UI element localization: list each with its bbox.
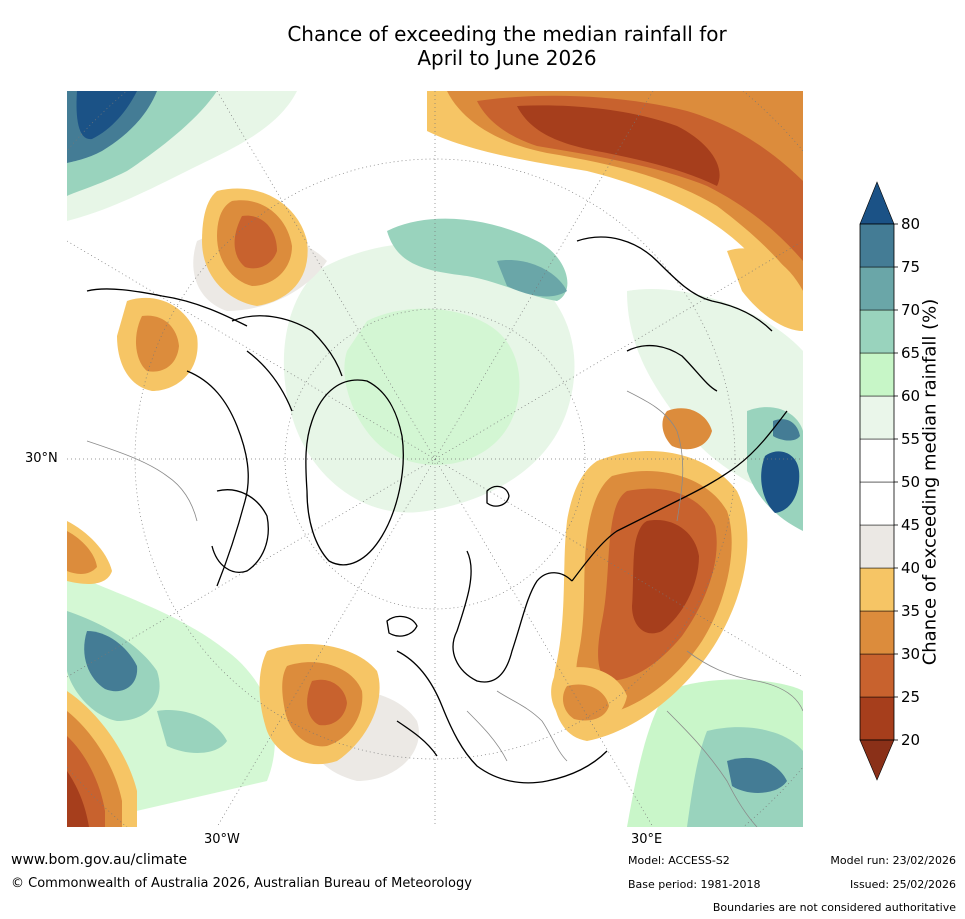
region-orange-se-blob: [562, 684, 609, 721]
graticule-circle-60: [284, 308, 586, 610]
footer-issued: Issued: 25/02/2026: [849, 878, 956, 891]
region-blue-sw: [84, 631, 138, 692]
coastline-europe: [396, 650, 608, 784]
region-orange-sw: [67, 531, 97, 574]
colorbar-segment: [859, 481, 895, 526]
coastline-alaska: [86, 288, 248, 327]
footer-base-period: Base period: 1981-2018: [628, 878, 761, 891]
colorbar-segment: [859, 223, 895, 268]
boundary-asia-2: [666, 710, 758, 827]
graticule-meridian-a: [216, 91, 654, 827]
region-darkbrown-north-band: [517, 105, 720, 186]
footer-website: www.bom.gov.au/climate: [11, 852, 188, 868]
colorbar-tick-label: 70: [901, 301, 920, 319]
colorbar-segment: [859, 653, 895, 698]
graticule: [67, 91, 803, 827]
colorbar-tick-label: 80: [901, 215, 920, 233]
latitude-label-30n: 30°N: [25, 451, 58, 466]
footer-model: Model: ACCESS-S2: [628, 854, 730, 867]
region-teal-sw2: [157, 710, 227, 753]
colorbar-tick-label: 20: [901, 731, 920, 749]
colorbar-over-arrow: [859, 181, 895, 225]
colorbar-tick-label: 40: [901, 559, 920, 577]
map-title-line1: Chance of exceeding the median rainfall …: [287, 22, 727, 46]
coastline-hudson: [211, 489, 269, 573]
colorbar-tick-label: 65: [901, 344, 920, 362]
region-orange-w: [135, 315, 179, 372]
graticule-meridian-b: [216, 91, 654, 827]
map-title: Chance of exceeding the median rainfall …: [0, 22, 965, 70]
colorbar-segment: [859, 266, 895, 311]
colorbar: 20 25 30 35 40 45 50 55 60 65 70 75 80: [859, 181, 920, 781]
colorbar-tick-label: 45: [901, 516, 920, 534]
colorbar-tick-label: 55: [901, 430, 920, 448]
coastline-russia-arctic: [571, 344, 788, 582]
region-green-center: [344, 308, 520, 465]
colorbar-tick-label: 60: [901, 387, 920, 405]
footer-copyright: © Commonwealth of Australia 2026, Austra…: [11, 876, 472, 891]
colorbar-segment: [859, 524, 895, 569]
map-title-line2: April to June 2026: [417, 46, 597, 70]
colorbar-segment: [859, 438, 895, 483]
coastline-iceland: [386, 615, 418, 637]
coastline-svalbard: [486, 485, 510, 507]
boundary-russia: [626, 390, 684, 522]
region-brown-s-blob: [307, 679, 347, 726]
region-brown-nw-blob: [234, 215, 277, 269]
region-blue-east: [773, 419, 800, 441]
footer-model-run: Model run: 23/02/2026: [830, 854, 956, 867]
graticule-meridian-c: [67, 240, 803, 678]
coastline-canada-arctic: [186, 315, 343, 587]
region-blue-arctic: [497, 260, 567, 297]
rainfall-outlook-map[interactable]: [67, 91, 803, 827]
colorbar-segment: [859, 567, 895, 612]
coastline-scandinavia: [452, 550, 573, 683]
colorbar-segment: [859, 610, 895, 655]
coastline-siberia: [576, 236, 773, 332]
region-darkbrown-sw-corner: [67, 771, 89, 827]
colorbar-tick-label: 75: [901, 258, 920, 276]
colorbar-tick-label: 35: [901, 602, 920, 620]
coastlines: [86, 236, 788, 784]
boundary-asia-1: [686, 650, 803, 712]
colorbar-under-arrow: [859, 739, 895, 781]
graticule-meridian-d: [67, 240, 803, 678]
region-darkblue-nw: [76, 91, 137, 140]
colorbar-segment: [859, 309, 895, 354]
coastline-greenland: [305, 379, 404, 566]
country-boundaries: [86, 390, 803, 827]
colorbar-segment: [859, 696, 895, 741]
region-darkbrown-east-blob: [632, 520, 699, 634]
colorbar-tick-label: 30: [901, 645, 920, 663]
region-darkblue-east: [761, 451, 800, 513]
colorbar-segment: [859, 352, 895, 397]
longitude-label-30e: 30°E: [631, 832, 663, 847]
region-orange-e-small: [662, 408, 712, 450]
boundary-europe-2: [466, 710, 508, 762]
longitude-label-30w: 30°W: [204, 832, 240, 847]
region-blue-se: [727, 757, 787, 793]
colorbar-tick-label: 25: [901, 688, 920, 706]
region-yellow-ne: [727, 248, 803, 331]
boundary-canada-us: [86, 440, 198, 522]
colorbar-segment: [859, 395, 895, 440]
colorbar-tick-label: 50: [901, 473, 920, 491]
boundary-europe-1: [496, 690, 568, 762]
footer-disclaimer: Boundaries are not considered authoritat…: [712, 901, 956, 914]
colorbar-label-text: Chance of exceeding median rainfall (%): [919, 298, 941, 666]
